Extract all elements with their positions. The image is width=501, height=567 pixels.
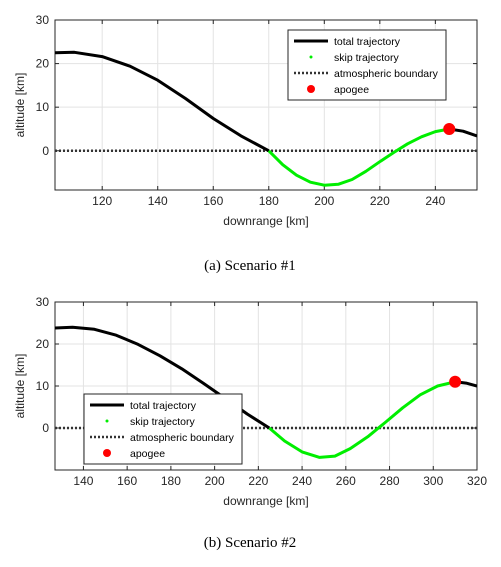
x-tick-label: 200 xyxy=(205,474,225,488)
y-tick-label: 10 xyxy=(36,100,50,114)
y-tick-label: 0 xyxy=(42,421,49,435)
skip-trajectory-line xyxy=(267,127,450,187)
legend-label: atmospheric boundary xyxy=(130,432,235,444)
x-tick-label: 200 xyxy=(314,194,334,208)
x-tick-label: 140 xyxy=(73,474,93,488)
apogee-marker xyxy=(443,122,456,135)
y-tick-label: 0 xyxy=(42,144,49,158)
legend-swatch-skip xyxy=(105,419,109,423)
legend-label: apogee xyxy=(130,448,165,460)
y-tick-label: 20 xyxy=(36,57,50,71)
apogee-marker xyxy=(449,375,462,388)
legend-label: atmospheric boundary xyxy=(334,68,439,80)
y-tick-label: 30 xyxy=(36,13,50,27)
legend-label: skip trajectory xyxy=(334,52,400,64)
x-tick-label: 220 xyxy=(370,194,390,208)
x-tick-label: 240 xyxy=(425,194,445,208)
total-trajectory-line xyxy=(55,50,270,153)
x-tick-label: 160 xyxy=(203,194,223,208)
x-tick-label: 280 xyxy=(380,474,400,488)
chart-2: 140 160 180 200 220 240 260 280 300 320 0 10 20 30 dow… xyxy=(13,295,487,508)
legend: total trajectory skip trajectory atmospher… xyxy=(83,393,243,465)
figure-caption: (a) Scenario #1 xyxy=(204,258,296,274)
legend-swatch-skip xyxy=(309,55,313,59)
y-tick-label: 30 xyxy=(36,295,50,309)
legend-swatch-apogee xyxy=(307,85,315,93)
legend-swatch-apogee xyxy=(103,449,111,457)
y-axis-label: altitude [km] xyxy=(13,354,27,419)
y-tick-label: 10 xyxy=(36,379,50,393)
plot-area xyxy=(55,50,477,187)
x-tick-label: 160 xyxy=(117,474,137,488)
axes-frame xyxy=(54,19,478,191)
x-tick-label: 180 xyxy=(259,194,279,208)
legend-label: total trajectory xyxy=(334,36,401,48)
x-tick-label: 180 xyxy=(161,474,181,488)
x-tick-label: 240 xyxy=(292,474,312,488)
y-axis-label: altitude [km] xyxy=(13,73,27,138)
x-axis-label: downrange [km] xyxy=(223,214,308,228)
legend-label: total trajectory xyxy=(130,400,197,412)
x-tick-label: 140 xyxy=(148,194,168,208)
x-axis-label: downrange [km] xyxy=(223,494,308,508)
x-tick-label: 320 xyxy=(467,474,487,488)
x-tick-label: 260 xyxy=(336,474,356,488)
x-tick-label: 300 xyxy=(423,474,443,488)
legend-label: apogee xyxy=(334,84,369,96)
chart-1: 120 140 160 180 200 220 240 0 10 20 30 downrange [k… xyxy=(13,13,478,228)
legend: total trajectory skip trajectory atmospher… xyxy=(287,29,447,101)
x-tick-label: 220 xyxy=(248,474,268,488)
figure-caption: (b) Scenario #2 xyxy=(204,535,296,551)
y-tick-label: 20 xyxy=(36,337,50,351)
skip-trajectory-line xyxy=(268,380,456,459)
legend-label: skip trajectory xyxy=(130,416,196,428)
x-tick-label: 120 xyxy=(92,194,112,208)
